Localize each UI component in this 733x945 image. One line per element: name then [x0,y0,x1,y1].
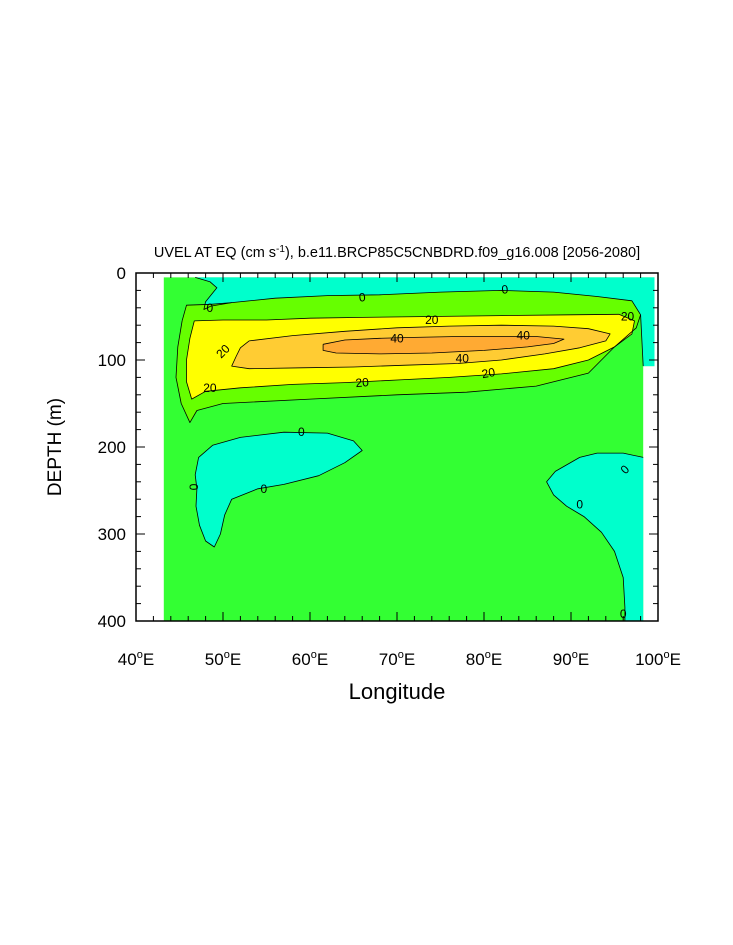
contour-label-group: 20 [621,310,635,324]
contour-lines [175,277,644,621]
region-neg-top [163,277,655,367]
contour-label-1: 0 [358,290,366,305]
contour-label-group: 0 [358,290,366,305]
y-tick-label-0: 0 [117,264,126,283]
contour-line-60-6 [231,324,611,370]
contour-label-group: 40 [390,331,404,345]
x-tick-label-6: 100oE [635,649,681,669]
x-tick-label-5: 90oE [553,649,589,669]
x-axis-title: Longitude [349,679,446,704]
x-tick-label-3: 70oE [379,649,415,669]
contour-label-5: 20 [355,375,370,390]
contour-line-20-3 [181,302,232,322]
contour-label-2: 0 [501,282,509,297]
y-tick-label-4: 400 [98,612,126,631]
y-tick-label-3: 300 [98,525,126,544]
contour-label-17: 0 [620,607,627,621]
contour-label-group: 20 [203,381,217,395]
contour-label-group: 40 [456,351,470,365]
contour-label-8: 20 [621,310,635,324]
contour-label-13: 0 [186,484,200,491]
contour-line-40-5 [186,313,635,400]
contour-label-9: 40 [390,331,404,345]
contour-label-group: 0 [576,497,583,511]
contour-line-80-7 [322,336,565,355]
contour-label-4: 20 [203,381,217,395]
contour-line-0-1 [194,431,363,548]
contour-label-14: 0 [261,482,268,496]
contour-label-group: 40 [517,329,531,343]
contour-fills [163,277,655,621]
y-axis-title: DEPTH (m) [45,398,66,496]
contour-label-7: 20 [425,313,439,327]
x-tick-label-0: 40oE [118,649,154,669]
y-tick-label-2: 200 [98,438,126,457]
contour-label-15: 0 [576,497,583,511]
x-tick-label-1: 50oE [205,649,241,669]
contour-label-group: 20 [355,375,370,390]
chart-title: UVEL AT EQ (cm s-1), b.e11.BRCP85C5CNBDR… [154,244,640,261]
region-band-80 [323,336,564,354]
contour-line-0-2 [546,452,644,621]
contour-line-0-0 [195,277,644,367]
contour-label-group: 0 [261,482,268,496]
region-neg-right [546,453,644,621]
contour-label-group: 0 [207,301,214,315]
contour-line-20-4 [175,314,641,424]
contour-label-group: 20 [481,365,497,381]
x-tick-label-2: 60oE [292,649,328,669]
contour-label-10: 40 [456,351,470,365]
contour-label-group: 0 [501,282,509,297]
y-tick-label-1: 100 [98,351,126,370]
x-tick-label-4: 80oE [466,649,502,669]
contour-label-group: 0 [186,484,200,491]
region-neg-left [195,432,363,547]
contour-label-group: 20 [425,313,439,327]
contour-label-12: 0 [298,425,305,439]
contour-label-group: 0 [620,607,627,621]
contour-label-0: 0 [207,301,214,315]
contour-label-11: 40 [517,329,531,343]
x-axis-ticks: 40oE 50oE 60oE 70oE 80oE 90oE 100oE [118,273,681,669]
contour-label-6: 20 [481,365,497,381]
contour-label-group: 0 [298,425,305,439]
